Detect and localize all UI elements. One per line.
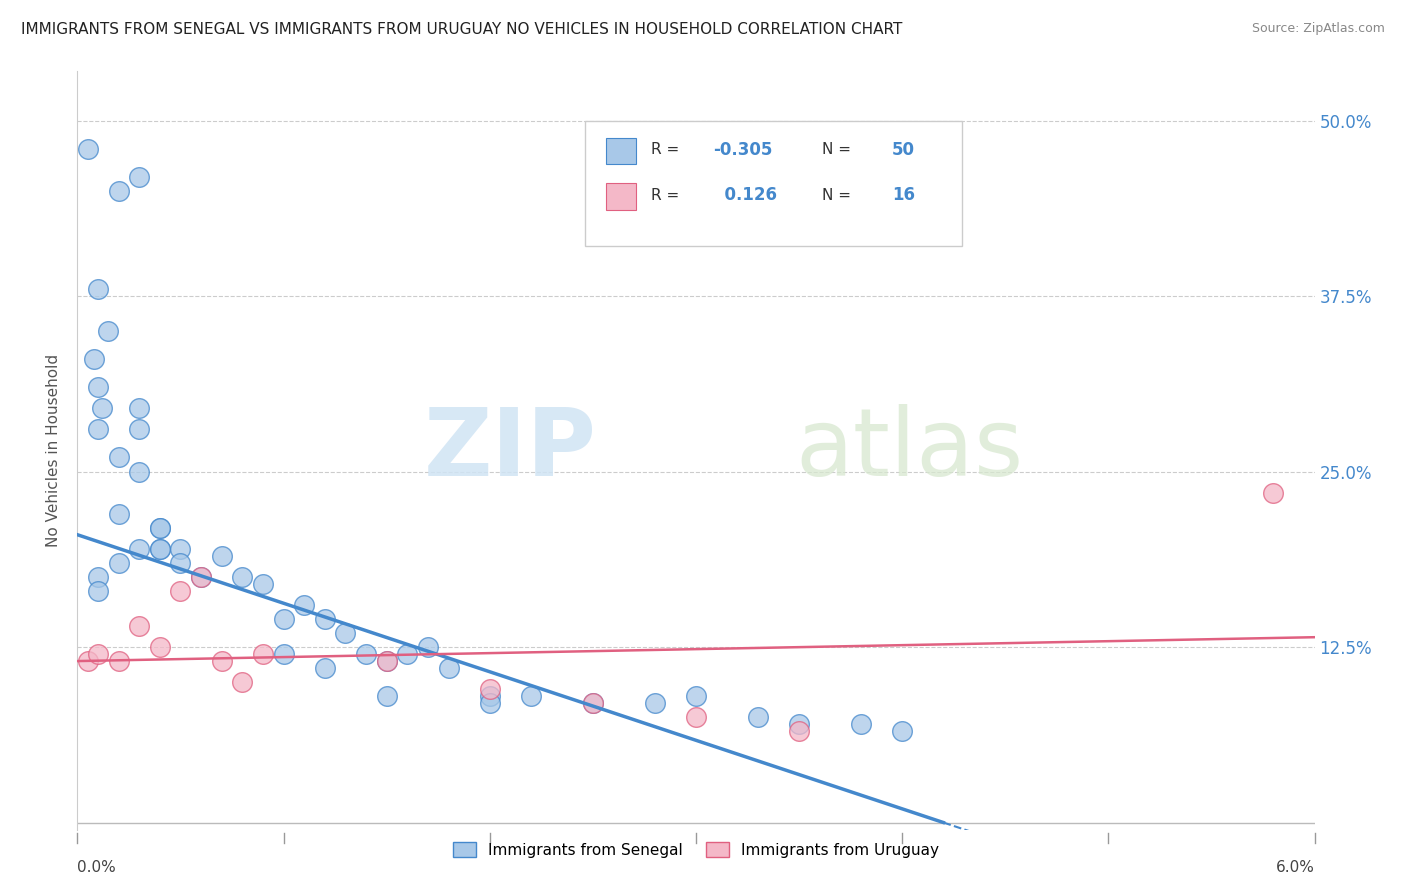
Text: N =: N =: [821, 187, 855, 202]
Point: [97, 324, 120, 338]
Text: Source: ZipAtlas.com: Source: ZipAtlas.com: [1251, 22, 1385, 36]
Point: [149, 521, 172, 535]
Point: [685, 689, 707, 703]
Point: [314, 661, 336, 675]
Point: [128, 465, 150, 479]
Point: [87, 282, 110, 296]
Point: [231, 570, 253, 584]
Point: [416, 640, 439, 654]
Text: 0.0%: 0.0%: [77, 860, 117, 875]
Text: R =: R =: [651, 142, 683, 157]
Point: [747, 710, 769, 724]
Point: [582, 696, 605, 710]
Point: [375, 689, 398, 703]
Text: atlas: atlas: [794, 404, 1024, 497]
Point: [685, 710, 707, 724]
Point: [273, 647, 295, 661]
Point: [149, 521, 172, 535]
Point: [252, 647, 274, 661]
Text: 0.126: 0.126: [713, 186, 776, 204]
Point: [252, 577, 274, 591]
Point: [437, 661, 460, 675]
Point: [107, 556, 129, 570]
Point: [787, 717, 810, 731]
Point: [190, 570, 212, 584]
Point: [292, 598, 315, 612]
Bar: [606, 137, 636, 164]
Point: [76, 142, 98, 156]
Point: [849, 717, 872, 731]
Point: [87, 422, 110, 436]
Point: [83, 352, 105, 367]
Point: [107, 654, 129, 668]
Text: 16: 16: [891, 186, 915, 204]
Text: R =: R =: [651, 187, 683, 202]
Text: 50: 50: [891, 141, 915, 159]
Point: [128, 169, 150, 184]
Point: [128, 541, 150, 556]
Point: [375, 654, 398, 668]
Y-axis label: No Vehicles in Household: No Vehicles in Household: [46, 354, 62, 547]
Point: [91, 401, 114, 416]
Point: [478, 696, 501, 710]
Text: N =: N =: [821, 142, 855, 157]
Point: [149, 640, 172, 654]
Point: [87, 647, 110, 661]
Point: [107, 507, 129, 521]
Point: [891, 724, 914, 739]
Point: [211, 549, 233, 563]
Point: [87, 583, 110, 598]
Point: [128, 619, 150, 633]
Text: -0.305: -0.305: [713, 141, 772, 159]
Point: [149, 541, 172, 556]
Point: [87, 570, 110, 584]
Text: ZIP: ZIP: [425, 404, 598, 497]
Point: [396, 647, 419, 661]
Point: [644, 696, 666, 710]
Point: [787, 724, 810, 739]
Point: [478, 682, 501, 697]
Point: [169, 556, 191, 570]
Point: [335, 626, 357, 640]
Point: [211, 654, 233, 668]
Bar: [606, 183, 636, 210]
FancyBboxPatch shape: [585, 120, 962, 245]
Point: [128, 422, 150, 436]
Point: [231, 675, 253, 690]
Point: [1263, 485, 1285, 500]
Point: [190, 570, 212, 584]
Point: [375, 654, 398, 668]
Point: [520, 689, 543, 703]
Point: [354, 647, 377, 661]
Legend: Immigrants from Senegal, Immigrants from Uruguay: Immigrants from Senegal, Immigrants from…: [447, 836, 945, 863]
Point: [107, 184, 129, 198]
Point: [314, 612, 336, 626]
Point: [169, 541, 191, 556]
Point: [273, 612, 295, 626]
Text: 6.0%: 6.0%: [1275, 860, 1315, 875]
Text: IMMIGRANTS FROM SENEGAL VS IMMIGRANTS FROM URUGUAY NO VEHICLES IN HOUSEHOLD CORR: IMMIGRANTS FROM SENEGAL VS IMMIGRANTS FR…: [21, 22, 903, 37]
Point: [107, 450, 129, 465]
Point: [76, 654, 98, 668]
Point: [478, 689, 501, 703]
Point: [87, 380, 110, 394]
Point: [128, 401, 150, 416]
Point: [169, 583, 191, 598]
Point: [582, 696, 605, 710]
Point: [149, 541, 172, 556]
